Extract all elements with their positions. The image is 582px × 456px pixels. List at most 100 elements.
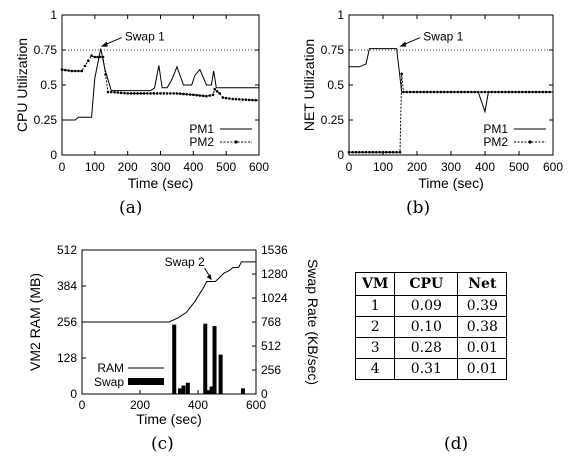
y-tick-label: 0.5 (40, 78, 57, 92)
series-point-pm2 (484, 91, 487, 94)
x-axis-label: Time (sec) (136, 411, 202, 427)
table-cell: 0.10 (395, 317, 458, 338)
y-tick-label: 0.75 (34, 43, 58, 57)
series-point-pm2 (248, 99, 251, 102)
table-cell: 0.01 (458, 338, 507, 359)
table-header-vm: VM (356, 273, 395, 296)
series-point-pm2 (361, 151, 364, 154)
series-point-pm2 (136, 92, 139, 95)
y-tick-label: 1 (337, 8, 344, 22)
caption-b: (b) (406, 198, 430, 218)
series-point-pm2 (348, 151, 351, 154)
x-tick-label: 600 (249, 160, 269, 174)
table-cell: 0.38 (458, 317, 507, 338)
y2-tick-label: 512 (261, 339, 281, 353)
series-point-pm2 (525, 91, 528, 94)
series-line-pm1 (62, 49, 259, 120)
table-header-row: VM CPU Net (356, 273, 507, 296)
y2-tick-label: 1536 (261, 243, 288, 257)
legend-label-swap: Swap (94, 375, 124, 389)
series-point-pm2 (67, 69, 70, 72)
series-point-pm2 (355, 151, 358, 154)
swap-bar (186, 383, 190, 394)
series-point-pm2 (96, 56, 99, 59)
swap-bar (219, 355, 223, 394)
series-point-pm2 (508, 91, 511, 94)
series-point-pm2 (195, 94, 198, 97)
series-point-pm2 (419, 91, 422, 94)
series-point-pm2 (159, 92, 162, 95)
swap-bar (241, 388, 245, 394)
series-point-pm2 (467, 91, 470, 94)
series-point-pm2 (208, 94, 211, 97)
swap-bar (203, 324, 207, 394)
series-point-pm2 (531, 91, 534, 94)
x-tick-label: 200 (130, 398, 150, 412)
series-point-pm2 (90, 54, 93, 57)
series-point-pm2 (440, 91, 443, 94)
series-point-pm2 (392, 151, 395, 154)
x-tick-label: 600 (543, 160, 563, 174)
x-tick-label: 200 (407, 160, 427, 174)
series-point-pm2 (416, 91, 419, 94)
series-point-pm2 (494, 91, 497, 94)
series-point-pm2 (358, 151, 361, 154)
y-axis-label: VM2 RAM (MB) (27, 273, 43, 371)
series-point-pm2 (474, 91, 477, 94)
series-point-pm2 (107, 91, 110, 94)
series-point-pm2 (443, 91, 446, 94)
series-point-pm2 (426, 91, 429, 94)
series-point-pm2 (491, 91, 494, 94)
series-point-pm2 (463, 91, 466, 94)
x-axis-label: Time (sec) (128, 175, 194, 191)
series-point-pm2 (382, 151, 385, 154)
x-tick-label: 0 (346, 160, 353, 174)
y-tick-label: 0.5 (327, 78, 344, 92)
series-point-pm2 (504, 91, 507, 94)
series-point-pm2 (225, 97, 228, 100)
table-cell: 0.01 (458, 359, 507, 380)
series-point-pm2 (400, 73, 403, 76)
series-point-pm2 (378, 151, 381, 154)
series-point-pm2 (87, 59, 90, 62)
series-point-pm2 (199, 94, 202, 97)
series-point-pm2 (113, 91, 116, 94)
series-point-pm2 (450, 91, 453, 94)
series-point-pm2 (80, 70, 83, 73)
y2-tick-label: 768 (261, 315, 281, 329)
swap-bar (178, 388, 182, 394)
caption-c: (c) (151, 434, 174, 454)
series-point-pm2 (140, 92, 143, 95)
series-point-pm2 (61, 68, 64, 71)
legend-marker (528, 140, 531, 143)
series-point-pm2 (185, 93, 188, 96)
series-point-pm2 (149, 92, 152, 95)
series-point-pm2 (64, 69, 67, 72)
y-tick-label: 0 (337, 148, 344, 162)
y-axis-label: CPU Utilization (14, 38, 30, 132)
table-cell: 3 (356, 338, 395, 359)
series-point-pm2 (501, 91, 504, 94)
series-point-pm2 (538, 91, 541, 94)
series-point-pm2 (423, 91, 426, 94)
series-point-pm2 (235, 98, 238, 101)
series-point-pm2 (399, 151, 402, 154)
y-tick-label: 384 (57, 279, 77, 293)
series-point-pm2 (528, 91, 531, 94)
series-point-pm2 (446, 91, 449, 94)
x-tick-label: 400 (475, 160, 495, 174)
series-point-pm2 (218, 92, 221, 95)
series-point-pm2 (110, 91, 113, 94)
series-point-pm2 (365, 151, 368, 154)
series-point-pm2 (480, 91, 483, 94)
series-point-pm2 (231, 98, 234, 101)
series-point-pm2 (205, 95, 208, 98)
x-tick-label: 400 (183, 160, 203, 174)
series-point-pm2 (77, 70, 80, 73)
x-tick-label: 500 (509, 160, 529, 174)
series-point-pm2 (133, 92, 136, 95)
series-point-pm2 (470, 91, 473, 94)
series-point-pm2 (166, 92, 169, 95)
series-point-pm2 (245, 98, 248, 101)
